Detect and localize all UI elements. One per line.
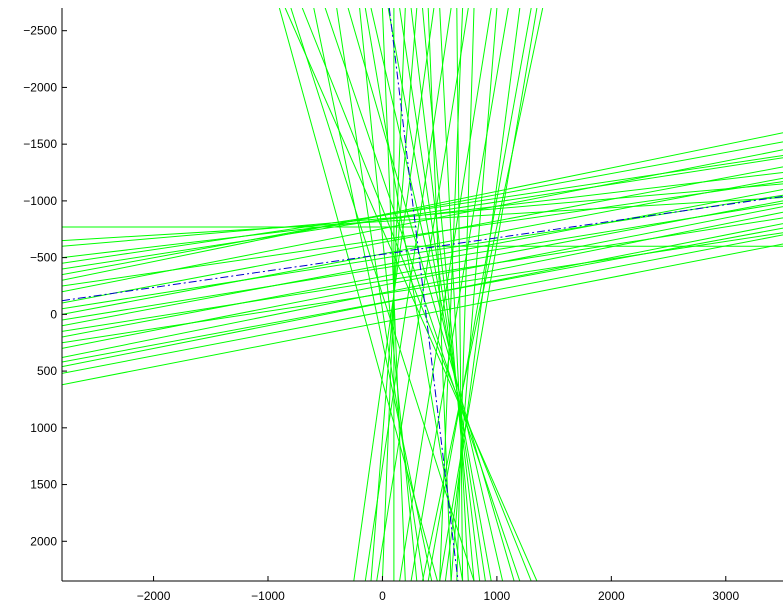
y-tick-label: 500 [37, 364, 57, 378]
green-line-39 [284, 8, 538, 581]
green-line-41 [324, 8, 521, 581]
y-tick-label: −1500 [23, 137, 57, 151]
green-line-51 [450, 8, 498, 581]
x-tick-label: −2000 [137, 589, 171, 603]
axes [61, 8, 783, 582]
line-series-group [62, 8, 783, 581]
green-line-16 [62, 232, 783, 344]
x-tick-label: 3000 [712, 589, 739, 603]
reference-line-0 [62, 195, 783, 302]
green-line-46 [410, 8, 481, 581]
green-line-7 [62, 166, 783, 304]
reference-line-1 [388, 8, 459, 581]
green-line-28 [359, 8, 418, 581]
green-line-43 [370, 8, 504, 581]
green-line-53 [439, 8, 538, 581]
green-line-26 [313, 8, 433, 581]
x-tick-label: 0 [379, 589, 386, 603]
green-line-33 [353, 8, 435, 581]
green-line-48 [439, 8, 469, 581]
green-line-3 [62, 172, 783, 259]
green-line-40 [301, 8, 532, 581]
green-line-25 [278, 8, 438, 581]
y-tick-label: −2500 [23, 24, 57, 38]
x-tick-label: −1000 [251, 589, 285, 603]
green-line-4 [62, 157, 783, 270]
green-line-23 [62, 202, 783, 321]
x-tick-label: 2000 [598, 589, 625, 603]
green-line-21 [62, 155, 783, 264]
green-line-52 [444, 8, 521, 581]
green-line-45 [399, 8, 486, 581]
y-tick-label: 0 [50, 307, 57, 321]
green-line-15 [62, 243, 783, 386]
green-line-17 [62, 217, 783, 332]
green-line-9 [62, 189, 783, 327]
green-line-27 [336, 8, 425, 581]
green-line-54 [290, 8, 475, 581]
green-line-56 [427, 8, 452, 581]
green-line-14 [62, 234, 783, 374]
green-line-5 [62, 132, 783, 281]
green-line-10 [62, 200, 783, 338]
y-tick-label: 2000 [30, 534, 57, 548]
green-line-58 [427, 8, 532, 581]
green-line-42 [347, 8, 515, 581]
y-tick-label: −1000 [23, 194, 57, 208]
y-tick-label: −2000 [23, 80, 57, 94]
y-tick-label: 1500 [30, 478, 57, 492]
y-tick-label: 1000 [30, 421, 57, 435]
green-line-49 [456, 8, 464, 581]
green-line-18 [62, 194, 783, 310]
tick-labels: −2000 −1000 0 1000 2000 3000 −2500 −2000 −1500 −1… [23, 24, 739, 603]
green-line-34 [364, 8, 452, 581]
y-tick-label: −500 [30, 251, 57, 265]
green-line-50 [456, 8, 475, 581]
green-line-1 [62, 197, 783, 242]
green-line-11 [62, 206, 783, 349]
green-line-57 [439, 8, 464, 581]
green-line-22 [62, 141, 783, 276]
x-tick-label: 1000 [484, 589, 511, 603]
green-line-47 [422, 8, 475, 581]
